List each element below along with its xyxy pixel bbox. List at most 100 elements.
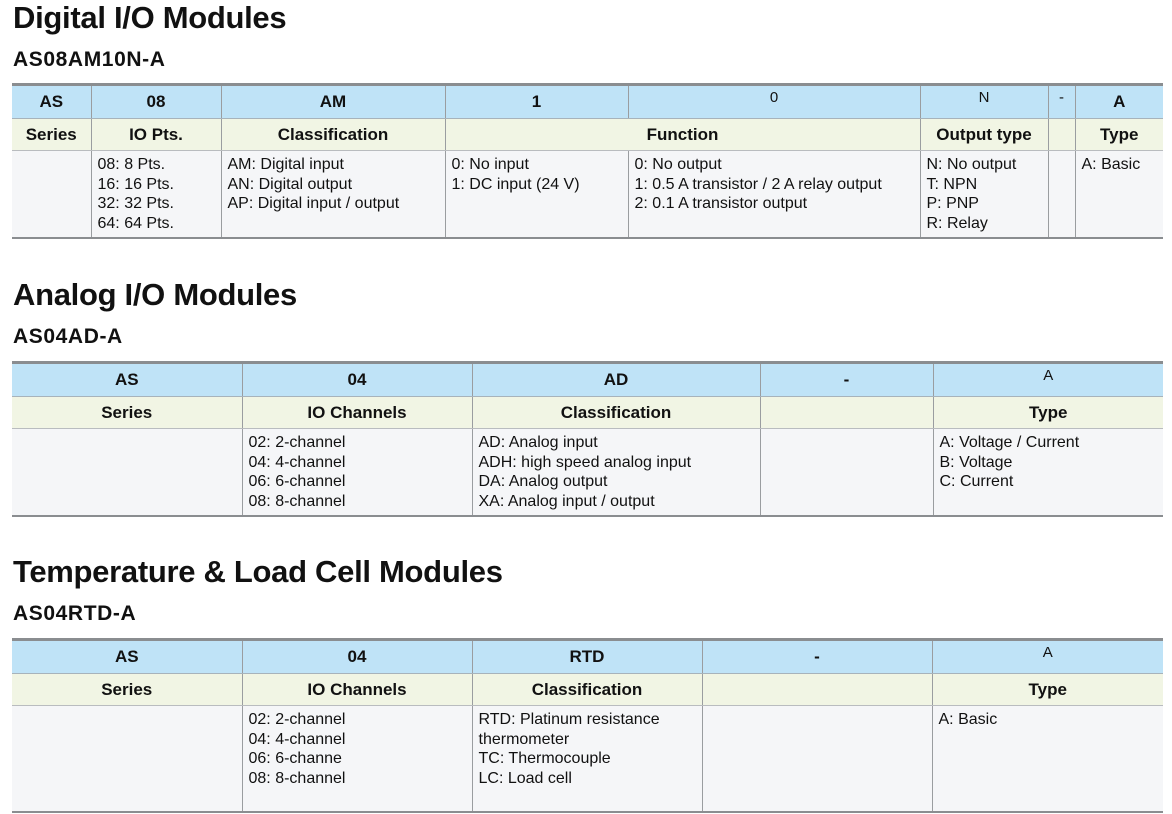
option-line: P: PNP	[926, 195, 979, 212]
option-line: XA: Analog input / output	[478, 492, 655, 510]
option-line: RTD: Platinum resistance	[478, 711, 660, 728]
option-line: 06: 6-channe	[248, 750, 342, 767]
option-line: 08: 8 Pts.	[97, 156, 166, 173]
model-code-table: AS 04 AD - A Series IO Channels Classification T…	[12, 361, 1163, 517]
options-cell: 02: 2-channel 04: 4-channel 06: 6-channe 08…	[241, 705, 473, 813]
options-cell: RTD: Platinum resistance thermometer TC: T…	[471, 705, 703, 813]
option-line: 08: 8-channel	[248, 769, 346, 787]
option-line: thermometer	[478, 730, 570, 748]
option-line: DA: Analog output	[478, 473, 608, 490]
header-cell: Classification	[471, 673, 703, 706]
code-cell: -	[1047, 84, 1076, 119]
section-title: Temperature & Load Cell Modules	[13, 554, 503, 589]
option-line: 0: No output	[634, 156, 722, 173]
code-cell: A	[932, 362, 1163, 397]
option-line: A: Basic	[938, 711, 998, 728]
header-cell: Function	[444, 118, 921, 151]
code-row: AS 04 AD - A	[12, 362, 1163, 397]
option-line: A: Basic	[1081, 156, 1141, 173]
options-cell	[1047, 150, 1076, 239]
header-cell: Output type	[919, 118, 1049, 151]
code-cell: AS	[12, 639, 243, 674]
code-cell: 0	[627, 84, 921, 119]
header-cell: Type	[1074, 118, 1163, 151]
options-cell	[12, 150, 92, 239]
option-line: 32: 32 Pts.	[97, 195, 175, 212]
option-line: T: NPN	[926, 175, 978, 193]
code-cell: -	[701, 639, 933, 674]
header-cell: IO Pts.	[90, 118, 222, 151]
code-cell: 04	[241, 362, 473, 397]
options-cell	[759, 428, 934, 517]
section-title: Digital I/O Modules	[13, 0, 287, 35]
options-cell	[12, 705, 243, 813]
option-line: ADH: high speed analog input	[478, 453, 692, 471]
option-line: A: Voltage / Current	[939, 434, 1080, 451]
header-cell: Series	[12, 118, 92, 151]
options-cell: 08: 8 Pts. 16: 16 Pts. 32: 32 Pts. 64: 64 P…	[90, 150, 222, 239]
model-code-table: AS 04 RTD - A Series IO Channels Classification…	[12, 638, 1163, 813]
option-line: 1: DC input (24 V)	[451, 175, 580, 193]
code-cell: AS	[12, 84, 92, 119]
option-line: 02: 2-channel	[248, 711, 346, 728]
option-line: AP: Digital input / output	[227, 195, 400, 212]
code-cell: 1	[444, 84, 629, 119]
code-cell: RTD	[471, 639, 703, 674]
option-line: N: No output	[926, 156, 1017, 173]
header-cell: Series	[12, 673, 243, 706]
options-cell: 02: 2-channel 04: 4-channel 06: 6-channel 0…	[241, 428, 473, 517]
header-row: Series IO Channels Classification Type	[12, 673, 1163, 706]
option-line: AN: Digital output	[227, 175, 353, 193]
code-cell: 08	[90, 84, 222, 119]
option-line: R: Relay	[926, 214, 988, 232]
code-cell: AD	[471, 362, 761, 397]
code-cell: AS	[12, 362, 243, 397]
option-line: B: Voltage	[939, 453, 1013, 471]
options-cell: A: Basic	[931, 705, 1163, 813]
header-cell: IO Channels	[241, 673, 473, 706]
options-cell: 0: No input 1: DC input (24 V)	[444, 150, 629, 239]
code-cell: A	[931, 639, 1163, 674]
model-number: AS08AM10N-A	[13, 48, 166, 71]
code-row: AS 08 AM 1 0 N - A	[12, 84, 1163, 119]
header-cell: Classification	[471, 396, 761, 429]
code-cell: N	[919, 84, 1049, 119]
option-line: 04: 4-channel	[248, 730, 346, 748]
header-cell	[701, 673, 933, 706]
options-cell: 0: No output 1: 0.5 A transistor / 2 A re…	[627, 150, 921, 239]
option-line: TC: Thermocouple	[478, 750, 611, 767]
options-cell	[12, 428, 243, 517]
header-cell	[759, 396, 934, 429]
header-cell	[1047, 118, 1076, 151]
header-cell: Classification	[220, 118, 446, 151]
options-cell	[701, 705, 933, 813]
option-line: 04: 4-channel	[248, 453, 346, 471]
option-line: 2: 0.1 A transistor output	[634, 195, 808, 212]
code-cell: -	[759, 362, 934, 397]
option-line: C: Current	[939, 473, 1014, 490]
option-line: AM: Digital input	[227, 156, 345, 173]
code-cell: A	[1074, 84, 1163, 119]
header-cell: Type	[931, 673, 1163, 706]
header-row: Series IO Channels Classification Type	[12, 396, 1163, 429]
option-line: 16: 16 Pts.	[97, 175, 175, 193]
option-line: 64: 64 Pts.	[97, 214, 175, 232]
header-cell: IO Channels	[241, 396, 473, 429]
options-row: 02: 2-channel 04: 4-channel 06: 6-channe 08…	[12, 705, 1163, 813]
header-cell: Type	[932, 396, 1163, 429]
option-line: 08: 8-channel	[248, 492, 346, 510]
code-row: AS 04 RTD - A	[12, 639, 1163, 674]
option-line: 0: No input	[451, 156, 529, 173]
options-cell: A: Voltage / Current B: Voltage C: Current	[932, 428, 1163, 517]
model-code-table: AS 08 AM 1 0 N - A Series IO Pts. Classification Fu…	[12, 83, 1163, 239]
option-line: LC: Load cell	[478, 769, 572, 787]
option-line: AD: Analog input	[478, 434, 598, 451]
options-cell: AD: Analog input ADH: high speed analog i…	[471, 428, 761, 517]
options-row: 08: 8 Pts. 16: 16 Pts. 32: 32 Pts. 64: 64 P…	[12, 150, 1163, 239]
options-row: 02: 2-channel 04: 4-channel 06: 6-channel 0…	[12, 428, 1163, 517]
options-cell: A: Basic	[1074, 150, 1163, 239]
options-cell: AM: Digital input AN: Digital output AP: D…	[220, 150, 446, 239]
header-cell: Series	[12, 396, 243, 429]
option-line: 02: 2-channel	[248, 434, 346, 451]
code-cell: 04	[241, 639, 473, 674]
